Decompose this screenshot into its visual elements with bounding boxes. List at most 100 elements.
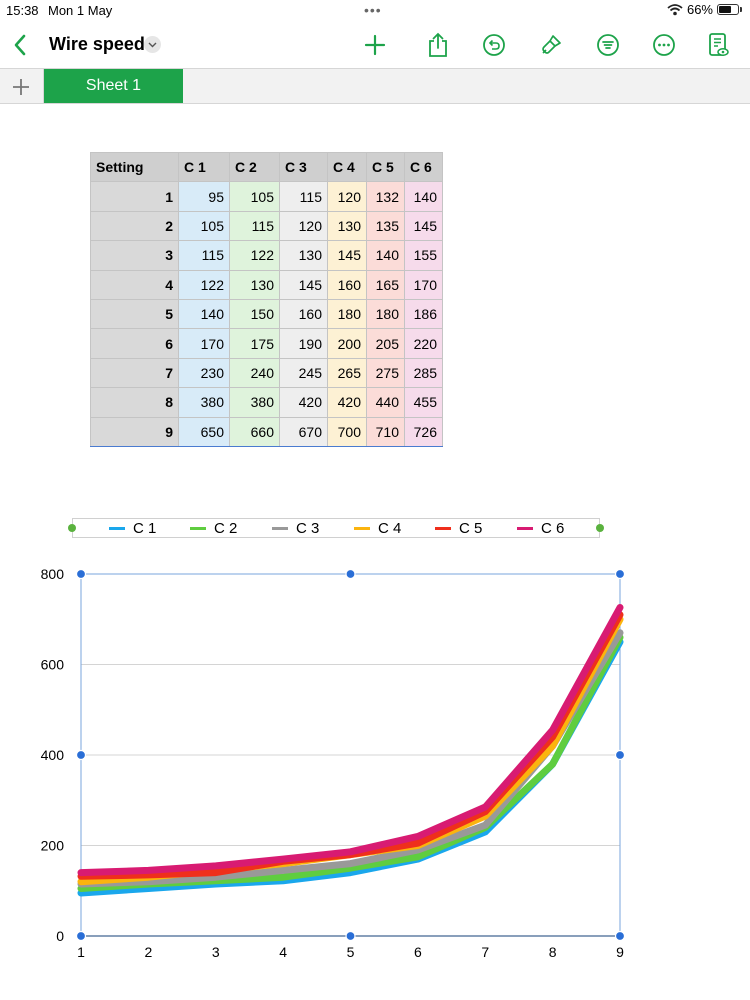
undo-button[interactable]	[481, 32, 507, 58]
table-cell[interactable]: 105	[178, 210, 230, 242]
line-chart[interactable]: 0 200 400 600 800 1 2 3 4 5 6 7 8 9	[0, 550, 750, 970]
add-sheet-button[interactable]	[8, 74, 34, 100]
table-cell[interactable]: 420	[279, 387, 328, 418]
table-cell[interactable]: 440	[366, 387, 405, 418]
table-cell[interactable]: 205	[366, 328, 405, 359]
battery-fill	[719, 6, 731, 13]
legend-resize-handle-left[interactable]	[68, 524, 76, 532]
table-cell[interactable]: 726	[404, 416, 443, 447]
table-cell[interactable]: 175	[229, 328, 280, 359]
chart-resize-handle[interactable]	[345, 930, 356, 942]
chart-resize-handle[interactable]	[75, 749, 87, 761]
table-cell[interactable]: 4	[90, 269, 179, 300]
table-cell[interactable]: 5	[90, 298, 179, 330]
format-button[interactable]	[538, 32, 564, 58]
header-c1[interactable]: C 1	[178, 151, 230, 183]
table-cell[interactable]: 455	[404, 387, 443, 418]
table-cell[interactable]: 170	[178, 328, 230, 359]
table-cell[interactable]: 200	[327, 328, 367, 359]
document-view-button[interactable]	[705, 32, 731, 58]
table-cell[interactable]: 120	[279, 210, 328, 242]
table-cell[interactable]: 3	[90, 240, 179, 271]
header-setting[interactable]: Setting	[90, 151, 179, 183]
table-cell[interactable]: 700	[327, 416, 367, 447]
series-line-c6[interactable]	[77, 604, 624, 877]
table-cell[interactable]: 265	[327, 357, 367, 389]
table-cell[interactable]: 670	[279, 416, 328, 447]
table-cell[interactable]: 240	[229, 357, 280, 389]
header-c3[interactable]: C 3	[279, 151, 328, 183]
table-cell[interactable]: 95	[178, 181, 230, 212]
chart-resize-handle[interactable]	[75, 568, 87, 580]
table-cell[interactable]: 275	[366, 357, 405, 389]
table-cell[interactable]: 710	[366, 416, 405, 447]
table-cell[interactable]: 115	[279, 181, 328, 212]
table-cell[interactable]: 160	[279, 298, 328, 330]
table-cell[interactable]: 230	[178, 357, 230, 389]
chart-legend[interactable]: C 1 C 2 C 3 C 4 C 5 C 6	[72, 518, 600, 538]
table-cell[interactable]: 245	[279, 357, 328, 389]
table-cell[interactable]: 145	[327, 240, 367, 271]
table-cell[interactable]: 9	[90, 416, 179, 447]
table-cell[interactable]: 105	[229, 181, 280, 212]
table-cell[interactable]: 1	[90, 181, 179, 212]
table-cell[interactable]: 150	[229, 298, 280, 330]
add-button[interactable]	[362, 32, 388, 58]
chart-resize-handle[interactable]	[614, 749, 626, 761]
chart-resize-handle[interactable]	[75, 930, 87, 942]
table-cell[interactable]: 132	[366, 181, 405, 212]
table-cell[interactable]: 122	[178, 269, 230, 300]
legend-resize-handle-right[interactable]	[596, 524, 604, 532]
table-cell[interactable]: 140	[366, 240, 405, 271]
filter-button[interactable]	[595, 32, 621, 58]
table-cell[interactable]: 7	[90, 357, 179, 389]
more-button[interactable]	[651, 32, 677, 58]
table-cell[interactable]: 130	[279, 240, 328, 271]
table-cell[interactable]: 660	[229, 416, 280, 447]
back-button[interactable]	[8, 30, 32, 60]
table-cell[interactable]: 380	[229, 387, 280, 418]
table-cell[interactable]: 180	[366, 298, 405, 330]
table-cell[interactable]: 220	[404, 328, 443, 359]
chart-resize-handle[interactable]	[614, 930, 626, 942]
table-cell[interactable]: 8	[90, 387, 179, 418]
table-cell[interactable]: 145	[279, 269, 328, 300]
table-cell[interactable]: 6	[90, 328, 179, 359]
chart-resize-handle[interactable]	[345, 568, 356, 580]
table-cell[interactable]: 160	[327, 269, 367, 300]
table-cell[interactable]: 140	[178, 298, 230, 330]
table-cell[interactable]: 650	[178, 416, 230, 447]
table-cell[interactable]: 285	[404, 357, 443, 389]
header-c2[interactable]: C 2	[229, 151, 280, 183]
table-cell[interactable]: 2	[90, 210, 179, 242]
table-cell[interactable]: 165	[366, 269, 405, 300]
x-tick-label: 5	[347, 944, 355, 960]
table-cell[interactable]: 190	[279, 328, 328, 359]
table-cell[interactable]: 130	[229, 269, 280, 300]
chart-resize-handle[interactable]	[614, 568, 626, 580]
table-cell[interactable]: 145	[404, 210, 443, 242]
table-cell[interactable]: 155	[404, 240, 443, 271]
title-menu-button[interactable]	[144, 36, 161, 53]
table-cell[interactable]: 180	[327, 298, 367, 330]
multitasking-dots-icon[interactable]: •••	[364, 2, 382, 18]
table-cell[interactable]: 122	[229, 240, 280, 271]
header-c6[interactable]: C 6	[404, 151, 443, 183]
table-cell[interactable]: 380	[178, 387, 230, 418]
table-cell[interactable]: 130	[327, 210, 367, 242]
table-cell[interactable]: 115	[178, 240, 230, 271]
table-cell[interactable]: 170	[404, 269, 443, 300]
document-title[interactable]: Wire speed	[49, 34, 145, 54]
share-button[interactable]	[425, 32, 451, 58]
table-cell[interactable]: 120	[327, 181, 367, 212]
table-cell[interactable]: 140	[404, 181, 443, 212]
table-cell[interactable]: 135	[366, 210, 405, 242]
status-date: Mon 1 May	[48, 3, 113, 18]
table-cell[interactable]: 186	[404, 298, 443, 330]
table-cell[interactable]: 420	[327, 387, 367, 418]
header-c4[interactable]: C 4	[327, 151, 367, 183]
tab-sheet-1[interactable]: Sheet 1	[44, 69, 183, 103]
table-cell[interactable]: 115	[229, 210, 280, 242]
header-c5[interactable]: C 5	[366, 151, 405, 183]
table-row: 9 650 660 670 700 710 726	[90, 416, 443, 447]
